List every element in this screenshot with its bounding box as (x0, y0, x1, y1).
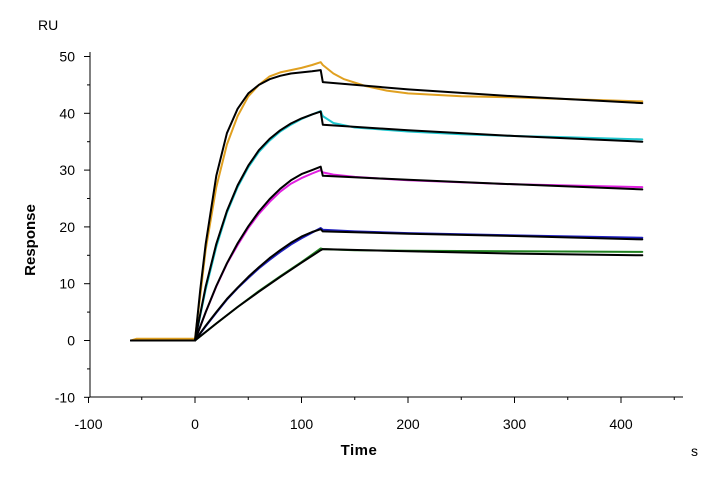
x-tick-label: 100 (290, 416, 314, 432)
y-tick-label: 0 (67, 333, 75, 349)
fit-curve-line (130, 110, 644, 342)
x-axis-title: Time (341, 442, 378, 459)
fit-curve-line (130, 69, 644, 342)
y-tick-label: 10 (59, 276, 75, 292)
x-unit-label: s (691, 443, 698, 459)
y-tick-label: 30 (59, 162, 75, 178)
x-tick-label: -100 (74, 416, 102, 432)
y-unit-label: RU (38, 17, 58, 33)
x-tick-label: 300 (503, 416, 527, 432)
x-tick-label: 400 (609, 416, 633, 432)
fit-curve-line (130, 228, 644, 342)
measured-curve-line (130, 247, 644, 342)
fit-curve-line (130, 248, 644, 342)
y-tick-label: 50 (59, 49, 75, 65)
measured-curve-line (130, 169, 644, 342)
series-layer (130, 61, 644, 342)
y-tick-label: 40 (59, 105, 75, 121)
y-axis-title: Response (22, 204, 39, 276)
y-tick-label: -10 (55, 389, 75, 405)
axes-layer (89, 52, 683, 398)
x-tick-label: 200 (396, 416, 420, 432)
y-tick-label: 20 (59, 219, 75, 235)
fit-curve-line (130, 165, 644, 342)
measured-curve-line (130, 61, 644, 342)
x-tick-label: 0 (191, 416, 199, 432)
